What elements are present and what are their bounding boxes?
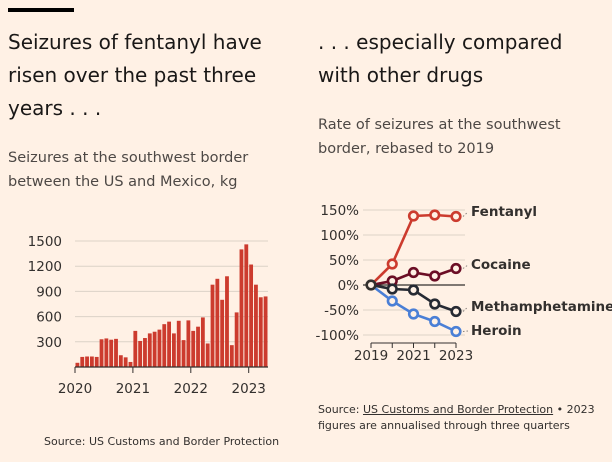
- line-y-tick: 50%: [329, 253, 359, 269]
- bar: [162, 324, 167, 367]
- bar: [229, 345, 234, 367]
- bar: [225, 276, 229, 367]
- series-point: [386, 295, 398, 307]
- bar: [200, 317, 205, 367]
- series-label: Heroin: [471, 323, 522, 339]
- bar: [220, 299, 225, 367]
- series-leader: [462, 264, 469, 269]
- bar: [196, 326, 200, 367]
- series-point: [429, 298, 441, 310]
- bar: [99, 339, 104, 367]
- bar-x-tick: 2020: [58, 381, 92, 397]
- left-subtitle: Seizures at the southwest border between…: [8, 150, 249, 190]
- origin-point: [365, 279, 377, 291]
- line-y-tick: 0%: [338, 278, 360, 294]
- bar: [138, 340, 143, 367]
- series-label: Methamphetamine: [471, 299, 612, 315]
- bar: [75, 362, 80, 367]
- series-point: [386, 283, 398, 295]
- bar: [210, 284, 215, 367]
- series-point: [450, 325, 462, 338]
- bar-x-tick: 2023: [232, 381, 266, 397]
- bar: [205, 343, 210, 367]
- bar: [80, 356, 85, 367]
- line-y-tick: -50%: [324, 303, 359, 319]
- bar-y-tick: 1200: [28, 259, 62, 275]
- bar: [186, 320, 191, 367]
- series-point: [407, 210, 420, 222]
- series-point: [386, 258, 398, 270]
- bar-y-tick: 900: [36, 284, 62, 300]
- source-link[interactable]: US Customs and Border Protection: [362, 403, 554, 416]
- series-point: [429, 315, 441, 328]
- line-x-tick: 2023: [439, 348, 473, 364]
- left-headline: Seizures of fentanyl have risen over the…: [8, 30, 262, 120]
- bar: [109, 339, 114, 367]
- series-leader: [462, 211, 469, 217]
- bar: [249, 264, 254, 367]
- series-point: [450, 262, 462, 275]
- series-point: [450, 210, 462, 223]
- series-point: [407, 266, 420, 279]
- bar: [239, 249, 244, 367]
- bar: [244, 244, 249, 367]
- bar-y-tick: 300: [36, 335, 62, 351]
- right-subtitle: Rate of seizures at the southwest border…: [318, 117, 561, 157]
- bar: [191, 330, 196, 367]
- series-label: Fentanyl: [471, 204, 537, 220]
- bar-x-tick: 2021: [116, 381, 150, 397]
- bar: [157, 329, 162, 367]
- bar-x-tick: 2022: [174, 381, 208, 397]
- bar: [234, 312, 239, 367]
- series-leader: [462, 330, 469, 332]
- series-point: [429, 270, 441, 282]
- bar: [167, 321, 171, 367]
- bar: [147, 333, 152, 367]
- series-leader: [462, 306, 469, 312]
- line-y-tick: 150%: [320, 203, 359, 219]
- bar: [118, 355, 123, 367]
- right-headline: . . . especially compared with other dru…: [318, 30, 563, 87]
- bar: [128, 361, 133, 367]
- bar: [176, 320, 181, 367]
- bar: [114, 338, 118, 367]
- right-source-prefix: Source:: [318, 403, 363, 416]
- bar: [172, 333, 176, 367]
- bar: [94, 356, 99, 367]
- right-source: Source: US Customs and Border Protection…: [318, 402, 608, 434]
- bar: [258, 297, 263, 367]
- bar: [263, 296, 268, 367]
- bar-y-tick: 600: [36, 310, 62, 326]
- bar: [152, 331, 157, 367]
- line-y-tick: -100%: [316, 328, 360, 344]
- bar-y-tick: 1500: [28, 234, 62, 250]
- line-x-tick: 2021: [396, 348, 430, 364]
- line-x-tick: 2019: [354, 348, 388, 364]
- series-label: Cocaine: [471, 257, 531, 273]
- bar: [104, 338, 109, 367]
- series-point: [450, 305, 462, 318]
- bar: [143, 338, 147, 367]
- series-point: [429, 209, 441, 221]
- bar: [85, 356, 89, 367]
- series-point: [407, 308, 420, 320]
- brand-bar: [8, 8, 74, 12]
- bar: [89, 356, 94, 367]
- bar: [123, 357, 128, 367]
- left-source: Source: US Customs and Border Protection: [44, 435, 280, 448]
- series-point: [407, 284, 420, 296]
- bar: [133, 330, 138, 367]
- bar: [254, 284, 258, 367]
- right-source-note: • 2023 figures are annualised through th…: [318, 403, 595, 432]
- line-y-tick: 100%: [320, 228, 359, 244]
- bar: [215, 278, 220, 367]
- bar: [181, 340, 186, 367]
